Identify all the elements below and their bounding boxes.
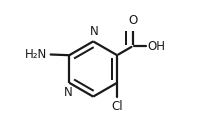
- Text: N: N: [89, 25, 98, 38]
- Text: H₂N: H₂N: [25, 48, 47, 61]
- Text: N: N: [64, 86, 73, 99]
- Text: Cl: Cl: [111, 100, 123, 113]
- Text: OH: OH: [148, 40, 166, 53]
- Text: O: O: [128, 14, 137, 27]
